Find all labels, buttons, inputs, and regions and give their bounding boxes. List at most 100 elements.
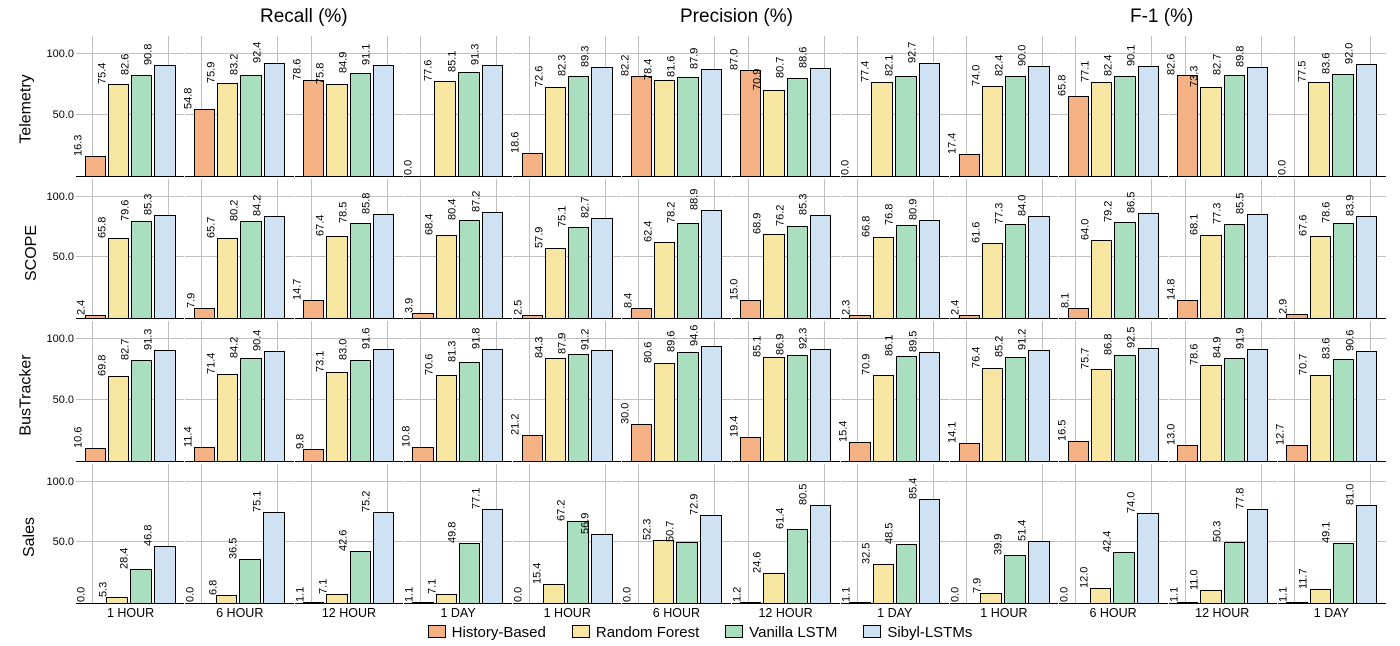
bar-value-label: 65.8 — [1057, 74, 1068, 95]
bar-value-label: 77.1 — [471, 488, 482, 509]
bar: 85.4 — [919, 499, 940, 603]
bar-value-label: 81.0 — [1345, 483, 1356, 504]
bar-value-label: 14.7 — [292, 279, 303, 300]
bar: 42.6 — [350, 551, 371, 603]
chart-cell: 8.462.478.288.9 — [622, 179, 730, 320]
bar-value-label: 61.4 — [776, 507, 787, 528]
bar: 84.2 — [264, 216, 285, 318]
chart-cell: 50.0100.00.05.328.446.8 — [76, 464, 184, 605]
bar: 90.0 — [1028, 66, 1049, 175]
bar-value-label: 78.4 — [643, 59, 654, 80]
bar-value-label: 14.1 — [948, 422, 959, 443]
bar: 75.4 — [108, 84, 129, 175]
bar: 14.8 — [1177, 300, 1198, 318]
bar-value-label: 51.4 — [1017, 519, 1028, 540]
bar: 15.0 — [740, 300, 761, 318]
bar: 2.5 — [522, 315, 543, 318]
bar: 85.3 — [810, 215, 831, 318]
bar: 67.4 — [326, 236, 347, 318]
legend: History-BasedRandom ForestVanilla LSTMSi… — [0, 624, 1400, 641]
bar: 9.8 — [303, 449, 324, 461]
row-label-scope: SCOPE — [23, 225, 41, 281]
bar-value-label: 1.2 — [732, 586, 743, 601]
bar-value-label: 16.3 — [74, 134, 85, 155]
bar-value-label: 84.0 — [1017, 195, 1028, 216]
chart-cell: 30.080.689.694.6 — [622, 321, 730, 462]
chart-cell: 2.366.876.880.9 — [841, 179, 949, 320]
bar-value-label: 1.1 — [841, 586, 852, 601]
bar-value-label: 86.8 — [1103, 334, 1114, 355]
bar: 85.5 — [1247, 214, 1268, 318]
bar: 76.2 — [787, 226, 808, 318]
y-tick-label: 50.0 — [53, 394, 74, 406]
bar-value-label: 46.8 — [143, 525, 154, 546]
bar-value-label: 73.3 — [1189, 65, 1200, 86]
bar: 13.0 — [1177, 445, 1198, 461]
chart-cell: 0.06.836.575.1 — [185, 464, 293, 605]
bar-value-label: 83.9 — [1345, 195, 1356, 216]
bar: 90.1 — [1138, 66, 1159, 175]
bar-value-label: 83.0 — [339, 338, 350, 359]
bar-value-label: 70.7 — [1299, 353, 1310, 374]
bar: 91.3 — [154, 350, 175, 461]
bar: 24.6 — [763, 573, 784, 603]
bar: 73.3 — [1200, 87, 1221, 176]
bar-value-label: 82.6 — [1166, 54, 1177, 75]
metric-title-precision: Precision (%) — [680, 6, 793, 28]
bar: 7.1 — [326, 594, 347, 603]
bar-value-label: 80.5 — [799, 484, 810, 505]
bar-value-label: 11.0 — [1190, 569, 1201, 590]
bar-value-label: 6.8 — [208, 579, 219, 594]
bar: 92.0 — [1356, 64, 1378, 176]
bar: 89.8 — [1247, 67, 1268, 176]
chart-cell: 2.461.677.384.0 — [950, 179, 1058, 320]
bar-value-label: 81.6 — [666, 55, 677, 76]
bar-value-label: 0.0 — [1059, 587, 1070, 602]
bar: 82.1 — [895, 76, 917, 176]
bar: 79.2 — [1114, 222, 1135, 318]
bar-value-label: 7.9 — [973, 578, 984, 593]
bar-value-label: 54.8 — [183, 88, 194, 109]
bar-value-label: 82.4 — [994, 54, 1005, 75]
bar-value-label: 1.1 — [404, 586, 415, 601]
bar: 87.2 — [482, 212, 503, 318]
bar-value-label: 78.6 — [292, 59, 303, 80]
bar: 77.5 — [1308, 82, 1330, 176]
bar-value-label: 39.9 — [993, 533, 1004, 554]
bar: 14.1 — [959, 443, 980, 460]
bar-value-label: 11.4 — [183, 426, 194, 447]
bar-value-label: 84.2 — [253, 194, 264, 215]
bar: 85.3 — [154, 215, 175, 318]
bar: 8.4 — [631, 308, 652, 318]
bar: 18.6 — [522, 153, 543, 176]
legend-swatch — [725, 625, 743, 638]
bar: 65.8 — [108, 238, 129, 318]
bar-value-label: 77.4 — [860, 60, 871, 81]
x-tick-label: 6 HOUR — [622, 606, 731, 620]
bar: 1.1 — [412, 602, 433, 603]
bar: 49.1 — [1333, 543, 1354, 603]
bar: 80.6 — [654, 363, 675, 461]
bar-value-label: 79.6 — [120, 200, 131, 221]
bar: 78.6 — [1333, 223, 1354, 318]
bar-value-label: 91.2 — [580, 328, 591, 349]
bar-value-label: 88.9 — [690, 189, 701, 210]
bar-value-label: 65.8 — [97, 217, 108, 238]
chart-cell: 10.870.681.391.8 — [404, 321, 512, 462]
bar-value-label: 49.1 — [1322, 522, 1333, 543]
bar-value-label: 82.1 — [884, 55, 895, 76]
bar-value-label: 9.8 — [295, 433, 306, 448]
bar-value-label: 15.4 — [533, 563, 544, 584]
bar-value-label: 1.1 — [295, 586, 306, 601]
bar-value-label: 14.8 — [1166, 279, 1177, 300]
bar-value-label: 80.9 — [908, 198, 919, 219]
bar-value-label: 84.9 — [1213, 336, 1224, 357]
bar: 39.9 — [1004, 555, 1026, 603]
bar-value-label: 36.5 — [229, 537, 240, 558]
row-label-sales: Sales — [21, 517, 39, 557]
bar: 57.9 — [545, 248, 566, 318]
bar: 82.7 — [591, 218, 612, 318]
bar-value-label: 90.4 — [253, 329, 264, 350]
bar-value-label: 90.1 — [1127, 45, 1138, 66]
bar-value-label: 80.2 — [229, 199, 240, 220]
